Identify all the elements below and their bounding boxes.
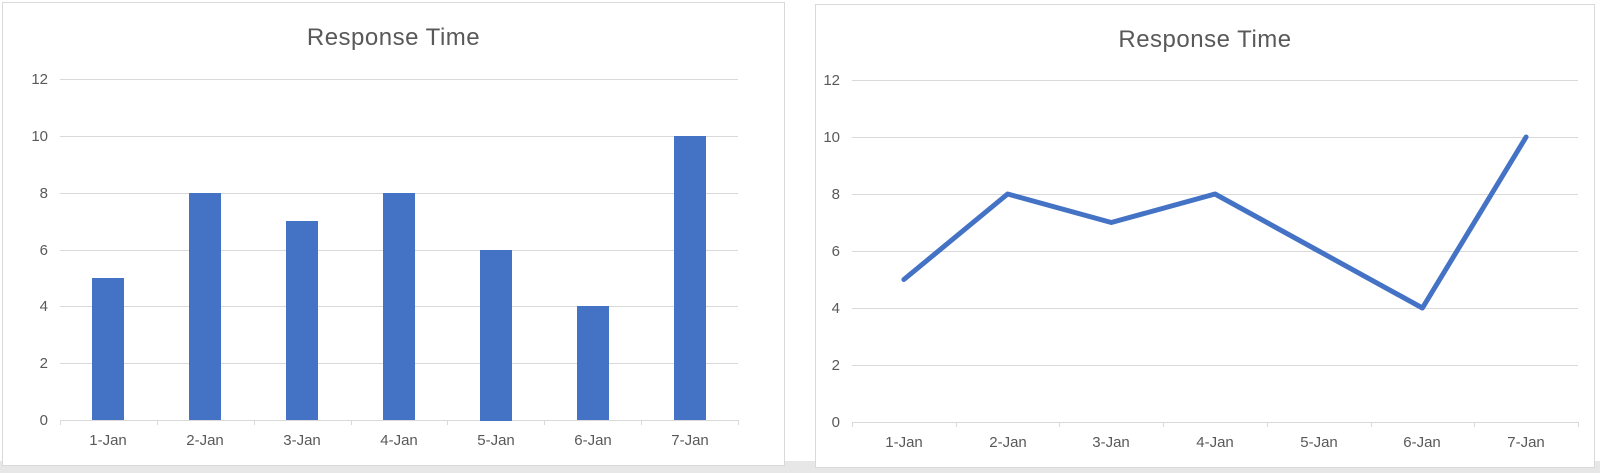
axis-tick	[1474, 422, 1475, 427]
axis-tick	[157, 420, 158, 425]
bar-6-jan[interactable]	[577, 306, 609, 420]
x-axis-label-1-jan: 1-Jan	[885, 434, 923, 451]
x-axis-label-3-jan: 3-Jan	[283, 432, 321, 449]
y-axis-label: 0	[39, 412, 48, 429]
axis-tick	[1163, 422, 1164, 427]
x-axis-label-7-jan: 7-Jan	[671, 432, 709, 449]
y-axis-label: 4	[39, 298, 48, 315]
x-axis-label-3-jan: 3-Jan	[1092, 434, 1130, 451]
bar-7-jan[interactable]	[674, 136, 706, 420]
bar-4-jan[interactable]	[383, 193, 415, 420]
gridline-2	[852, 365, 1578, 366]
gridline-12	[60, 79, 738, 80]
x-axis-line	[60, 420, 738, 421]
axis-tick	[1578, 422, 1579, 427]
y-axis-label: 10	[823, 129, 840, 146]
gridline-12	[852, 80, 1578, 81]
bar-3-jan[interactable]	[286, 221, 318, 420]
x-axis-line	[852, 422, 1578, 423]
y-axis-label: 2	[39, 355, 48, 372]
axis-tick	[738, 420, 739, 425]
y-axis-label: 8	[39, 185, 48, 202]
line-plot-svg	[901, 134, 1529, 311]
axis-tick	[1059, 422, 1060, 427]
x-axis-label-6-jan: 6-Jan	[1403, 434, 1441, 451]
x-axis-label-2-jan: 2-Jan	[989, 434, 1027, 451]
bar-1-jan[interactable]	[92, 278, 124, 420]
line-chart-title[interactable]: Response Time	[1118, 26, 1292, 53]
gridline-10	[852, 137, 1578, 138]
gridline-6	[852, 251, 1578, 252]
x-axis-label-4-jan: 4-Jan	[380, 432, 418, 449]
axis-tick	[544, 420, 545, 425]
y-axis-label: 12	[31, 71, 48, 88]
x-axis-label-1-jan: 1-Jan	[89, 432, 127, 449]
axis-tick	[1371, 422, 1372, 427]
y-axis-label: 10	[31, 128, 48, 145]
axis-tick	[351, 420, 352, 425]
gridline-4	[852, 308, 1578, 309]
axis-tick	[447, 420, 448, 425]
y-axis-label: 12	[823, 72, 840, 89]
line-chart-panel[interactable]: Response Time 0 2 4 6 8 10 12 1-Jan 2-Jan 3-Jan 4-…	[815, 4, 1595, 468]
bar-5-jan[interactable]	[480, 250, 512, 421]
bar-2-jan[interactable]	[189, 193, 221, 420]
axis-tick	[852, 422, 853, 427]
axis-tick	[956, 422, 957, 427]
axis-tick	[641, 420, 642, 425]
x-axis-label-6-jan: 6-Jan	[574, 432, 612, 449]
line-series[interactable]	[901, 134, 1529, 311]
x-axis-label-4-jan: 4-Jan	[1196, 434, 1234, 451]
axis-tick	[254, 420, 255, 425]
bar-chart-title[interactable]: Response Time	[306, 24, 481, 51]
y-axis-label: 4	[831, 300, 840, 317]
y-axis-label: 6	[39, 242, 48, 259]
x-axis-label-5-jan: 5-Jan	[1300, 434, 1338, 451]
y-axis-label: 8	[831, 186, 840, 203]
x-axis-label-2-jan: 2-Jan	[186, 432, 224, 449]
x-axis-label-7-jan: 7-Jan	[1507, 434, 1545, 451]
x-axis-label-5-jan: 5-Jan	[477, 432, 515, 449]
axis-tick	[60, 420, 61, 425]
gridline-10	[60, 136, 738, 137]
axis-tick	[1267, 422, 1268, 427]
bar-chart-panel[interactable]: Response Time 0 2 4 6 8 10 12 1-Jan 2-Jan 3-Jan 4-…	[2, 2, 785, 466]
y-axis-label: 0	[831, 414, 840, 431]
y-axis-label: 2	[831, 357, 840, 374]
y-axis-label: 6	[831, 243, 840, 260]
